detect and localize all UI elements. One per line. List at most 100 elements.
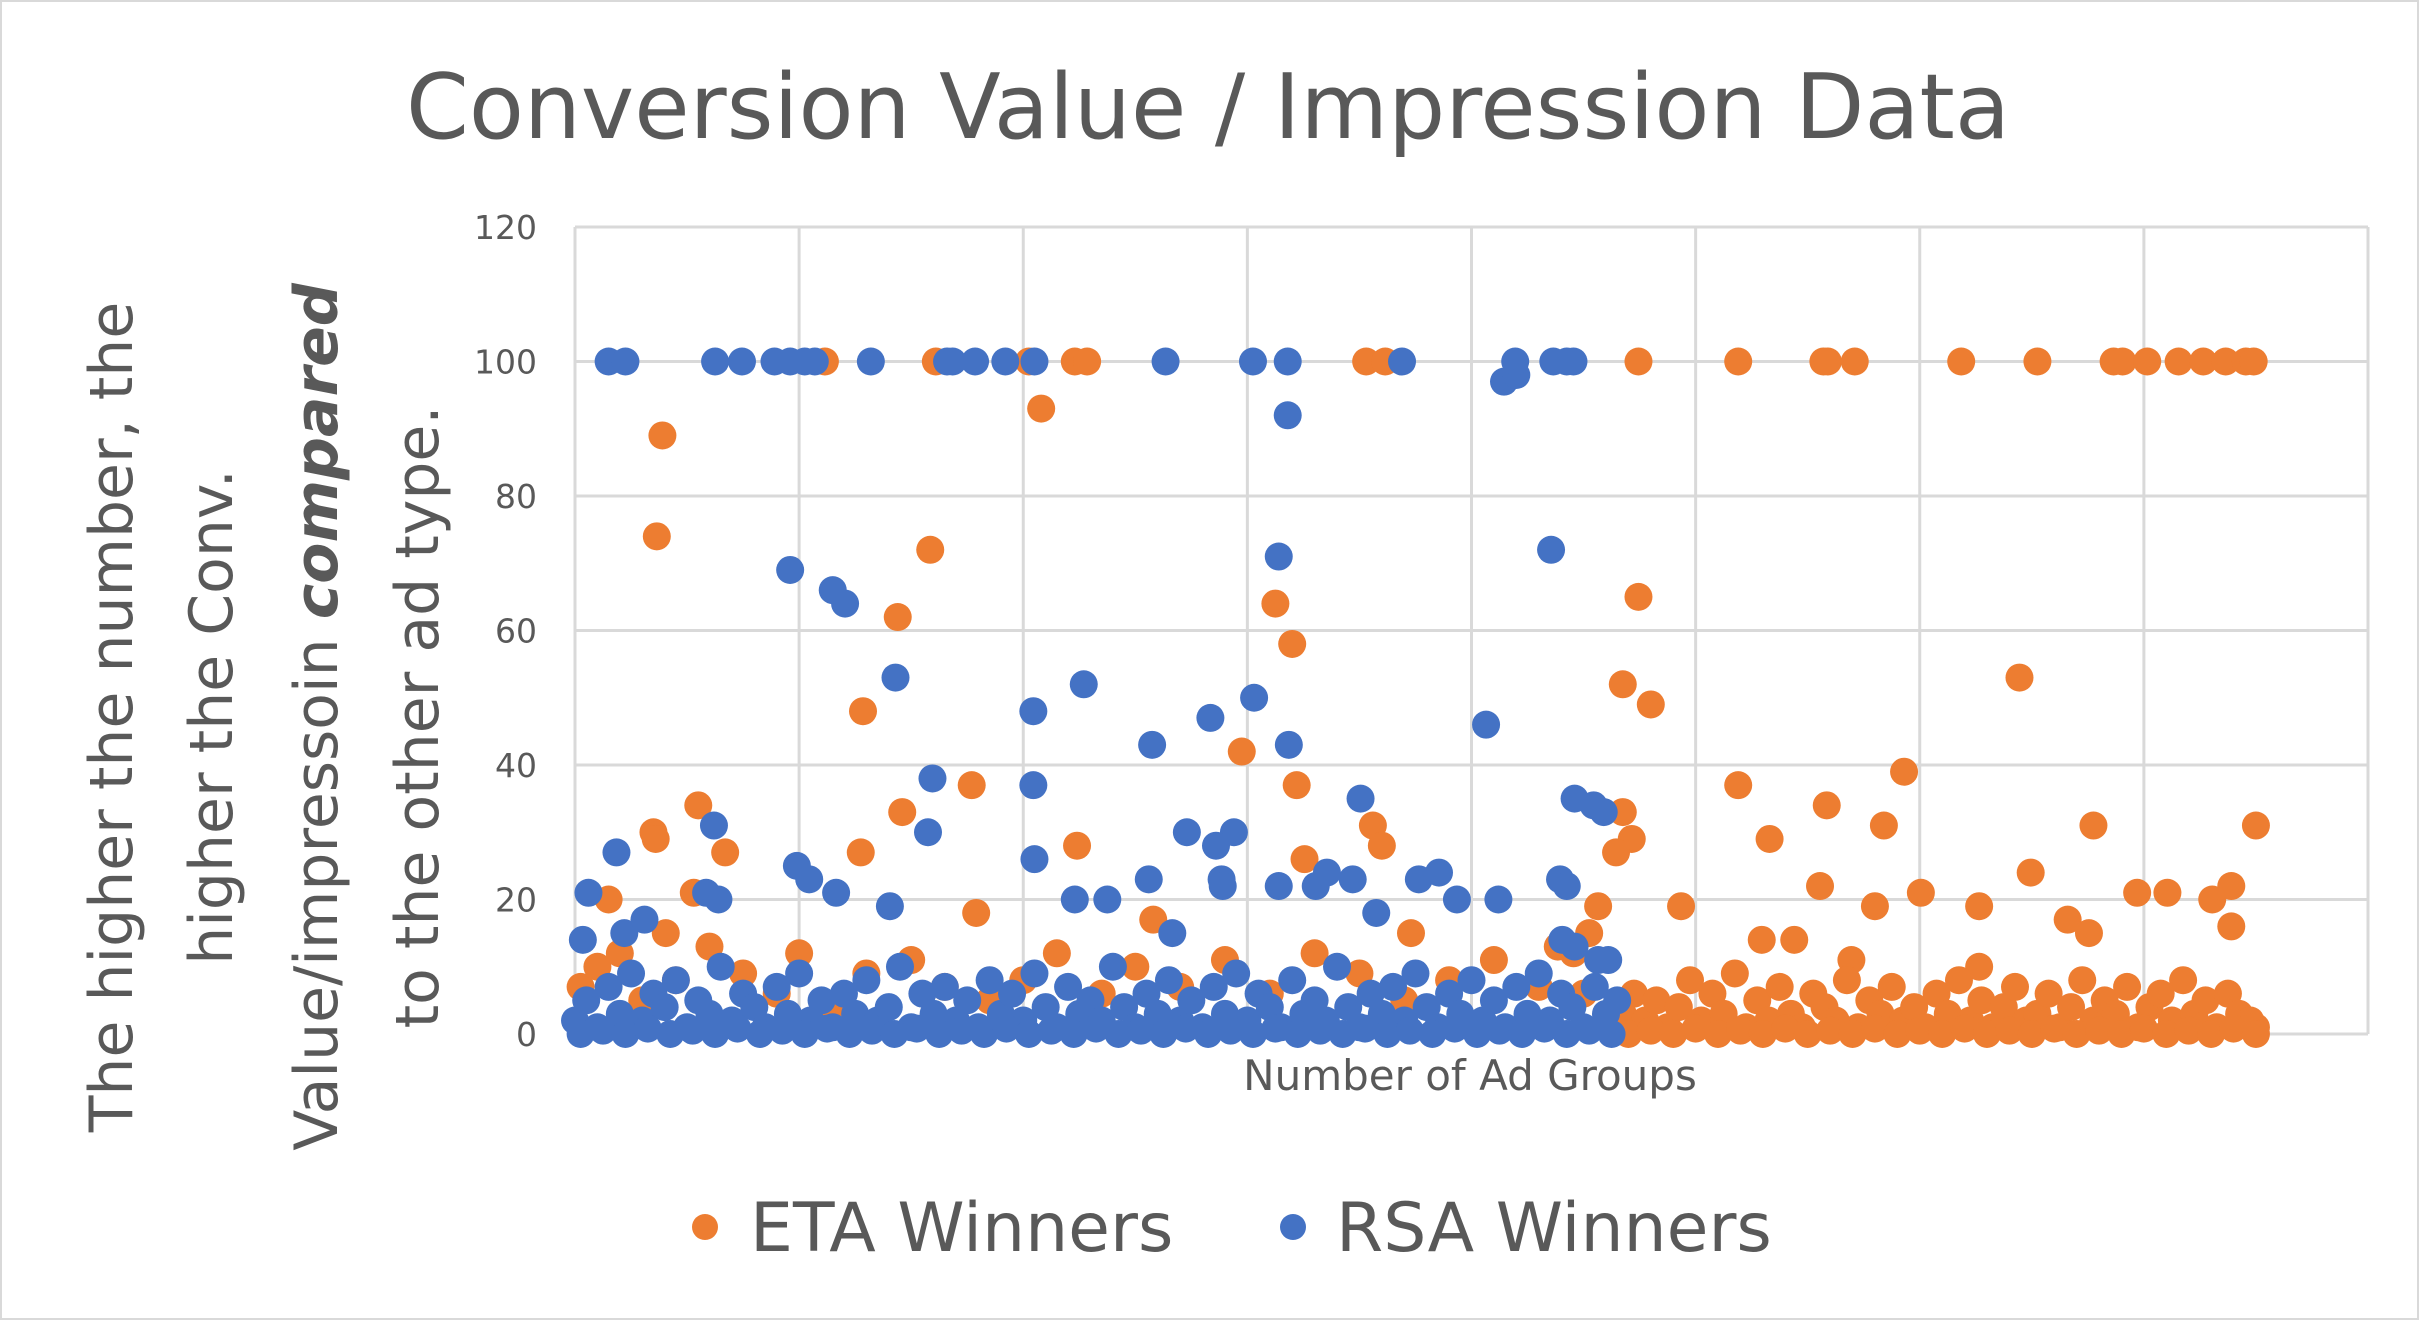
data-point [1177, 986, 1206, 1015]
data-point [1261, 589, 1290, 618]
data-point [1806, 872, 1835, 901]
data-point [1121, 952, 1150, 981]
data-point [2113, 972, 2142, 1001]
data-point [1869, 811, 1898, 840]
data-point [1624, 582, 1653, 611]
legend: ETA Winners RSA Winners [692, 1189, 1772, 1268]
data-point [1883, 1020, 1912, 1048]
data-point [1965, 952, 1994, 981]
data-point [1063, 831, 1092, 860]
data-point [1667, 892, 1696, 921]
data-point [566, 1020, 595, 1048]
data-point [1019, 697, 1048, 726]
data-point [1264, 542, 1293, 571]
data-point [2217, 912, 2246, 941]
data-point [1300, 939, 1329, 968]
data-point [1995, 1016, 2024, 1045]
data-point [2129, 1014, 2158, 1043]
data-point [1636, 1016, 1665, 1045]
data-point [2133, 347, 2162, 376]
data-point [762, 972, 791, 1001]
data-point [651, 919, 680, 948]
data-point [2189, 347, 2218, 376]
data-point [831, 589, 860, 618]
data-point [729, 959, 758, 988]
data-point [2197, 1020, 2226, 1048]
data-point [2016, 858, 2045, 887]
data-point [594, 972, 623, 1001]
data-point [661, 966, 690, 995]
data-point [992, 1014, 1021, 1043]
data-point [1273, 401, 1302, 430]
data-point [1222, 959, 1251, 988]
data-point [1793, 1020, 1822, 1048]
data-point [641, 824, 670, 853]
data-point [916, 535, 945, 564]
data-point [1196, 703, 1225, 732]
data-point [1905, 1016, 1934, 1045]
data-point [1664, 993, 1693, 1022]
data-point [1967, 986, 1996, 1015]
data-point [1485, 1016, 1514, 1045]
data-point [776, 555, 805, 584]
data-point [1362, 898, 1391, 927]
y-tick-label: 80 [495, 477, 537, 516]
data-point [1379, 972, 1408, 1001]
data-point [706, 952, 735, 981]
data-point [1524, 959, 1553, 988]
data-point [1813, 347, 1842, 376]
data-point [1027, 394, 1056, 423]
data-point [2146, 979, 2175, 1008]
data-point [953, 986, 982, 1015]
data-point [1199, 972, 1228, 1001]
data-point [962, 898, 991, 927]
data-point [2023, 347, 2052, 376]
data-point [574, 878, 603, 907]
data-point [1704, 1020, 1733, 1048]
data-point [1580, 972, 1609, 1001]
data-point [1589, 798, 1618, 827]
y-tick-label: 40 [495, 746, 537, 785]
data-point [2085, 1016, 2114, 1045]
y-tick-label: 0 [516, 1015, 537, 1054]
data-point [2211, 347, 2240, 376]
data-point [745, 1020, 774, 1048]
data-point [1944, 966, 1973, 995]
data-point [1261, 1014, 1290, 1043]
data-point [1373, 1020, 1402, 1048]
y-tick-label: 60 [495, 612, 537, 651]
data-point [1338, 865, 1367, 894]
data-point [1457, 966, 1486, 995]
data-point [617, 959, 646, 988]
data-point [1608, 670, 1637, 699]
data-point [1747, 925, 1776, 954]
data-points [561, 347, 2270, 1048]
data-point [1928, 1020, 1957, 1048]
data-point [2053, 905, 2082, 934]
y-tick-labels: 0 20 40 60 80 100 120 [474, 208, 537, 1054]
data-point [1351, 1014, 1380, 1043]
data-point [1126, 1016, 1155, 1045]
data-point [883, 603, 912, 632]
data-point [885, 952, 914, 981]
data-point [1755, 824, 1784, 853]
data-point [852, 966, 881, 995]
legend-marker-eta [692, 1214, 718, 1240]
data-point [1151, 347, 1180, 376]
data-point [1860, 1014, 1889, 1043]
data-point [1972, 1020, 2001, 1048]
data-point [795, 865, 824, 894]
data-point [1194, 1020, 1223, 1048]
data-point [2191, 986, 2220, 1015]
data-point [2057, 993, 2086, 1022]
data-point [1720, 959, 1749, 988]
data-point [849, 697, 878, 726]
data-point [1724, 347, 1753, 376]
data-point [902, 1014, 931, 1043]
data-point [1530, 1014, 1559, 1043]
data-point [1154, 966, 1183, 995]
data-point [2169, 966, 2198, 995]
data-point [1290, 845, 1319, 874]
data-point [1602, 838, 1631, 867]
